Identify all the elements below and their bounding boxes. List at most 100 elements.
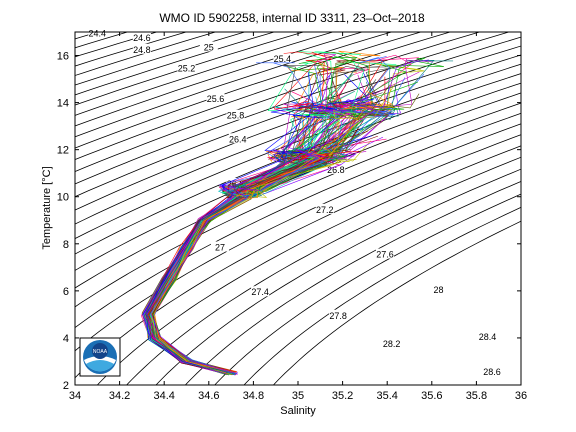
profile-line: [142, 104, 324, 375]
contour-label: 27.2: [316, 205, 334, 215]
profile-line: [145, 53, 352, 373]
contour-label: 26.4: [229, 134, 247, 144]
contour-label-bg: [132, 32, 151, 43]
density-contour-line: [75, 36, 521, 198]
x-tick-label: 34.8: [243, 390, 264, 402]
contour-label: 27: [215, 243, 225, 253]
density-contour-line: [75, 63, 521, 240]
x-tick-label: 36: [515, 390, 527, 402]
x-tick-label: 34.2: [109, 390, 130, 402]
density-contour-line: [75, 32, 275, 96]
contour-label-bg: [210, 241, 229, 252]
density-contour-line: [75, 73, 521, 255]
density-contour-line: [75, 112, 521, 329]
y-axis-ticks: 2 4 6 8 10 12 14 16: [57, 51, 521, 392]
contour-label-bg: [199, 41, 218, 52]
x-tick-label: 35: [292, 390, 304, 402]
profile-line: [148, 79, 377, 374]
profile-line: [145, 65, 322, 373]
contour-label: 24.6: [133, 33, 151, 43]
contour-label: 28: [433, 285, 443, 295]
contour-label: 24.8: [133, 45, 151, 55]
density-contour-line: [155, 168, 521, 385]
x-tick-label: 35.4: [376, 390, 397, 402]
contour-label-bg: [326, 163, 345, 174]
density-contour-line: [185, 181, 521, 385]
contour-label: 28.6: [483, 367, 501, 377]
contour-label-bg: [483, 366, 502, 377]
contour-label-bg: [478, 330, 497, 341]
x-tick-label: 35.2: [332, 390, 353, 402]
x-tick-label: 34: [69, 390, 81, 402]
contour-label: 28.4: [479, 332, 497, 342]
x-axis-ticks: 34 34.2 34.4 34.6 34.8 35 35.2 35.4 35.6 35.8 36: [69, 32, 527, 402]
contour-label-bg: [251, 286, 270, 297]
contour-label-bg: [329, 309, 348, 320]
y-tick-label: 6: [63, 286, 69, 298]
contour-label-bg: [273, 53, 292, 64]
y-tick-label: 10: [57, 192, 69, 204]
density-contour-line: [126, 156, 521, 385]
contour-label-bg: [132, 43, 151, 54]
density-contour-line: [97, 145, 521, 385]
x-tick-label: 34.4: [153, 390, 174, 402]
profile-line: [146, 72, 337, 373]
profile-line: [142, 109, 351, 373]
density-contour-line: [75, 32, 304, 106]
y-axis-label: Temperature [°C]: [41, 166, 53, 249]
density-contour-line: [75, 32, 421, 149]
x-tick-label: 35.6: [421, 390, 442, 402]
density-contour-line: [273, 220, 521, 385]
density-contour-line: [243, 206, 521, 385]
x-axis-label: Salinity: [280, 405, 316, 417]
contour-label: 27.6: [376, 250, 394, 260]
contour-label: 26.6: [227, 179, 245, 189]
density-contour-line: [75, 32, 245, 86]
y-tick-label: 8: [63, 239, 69, 251]
profile-line: [145, 57, 358, 375]
contour-label-bg: [177, 62, 196, 73]
density-contour-line: [0, 32, 69, 385]
profile-line: [149, 67, 378, 372]
contour-label: 28.2: [383, 339, 401, 349]
y-tick-label: 2: [63, 380, 69, 392]
x-tick-label: 35.8: [466, 390, 487, 402]
contour-label: 25.8: [227, 111, 245, 121]
contour-label: 25.4: [274, 54, 292, 64]
y-tick-label: 16: [57, 51, 69, 63]
y-tick-label: 14: [57, 98, 69, 110]
density-contour-line: [75, 32, 451, 161]
density-contour-line: [75, 32, 509, 185]
contour-label: 26.8: [327, 165, 345, 175]
density-contour-line: [75, 54, 521, 225]
noaa-logo: NOAA: [79, 337, 121, 377]
profile-line: [151, 159, 357, 373]
contour-label: 27.8: [329, 311, 347, 321]
contour-label-bg: [226, 177, 245, 188]
contour-label-bg: [226, 109, 245, 120]
profile-line: [146, 67, 344, 373]
density-contour-line: [75, 32, 480, 172]
contour-label-bg: [206, 93, 225, 104]
density-contour-line: [75, 123, 521, 352]
profile-line: [149, 74, 382, 375]
density-contour-line: [75, 32, 363, 127]
y-tick-label: 12: [57, 145, 69, 157]
density-contour-line: [75, 134, 521, 379]
density-contour-line: [75, 82, 521, 271]
profile-lines: [140, 50, 454, 376]
profile-line: [153, 91, 394, 373]
contour-label: 25.2: [178, 64, 196, 74]
contour-label-bg: [315, 203, 334, 214]
contour-label-bg: [382, 337, 401, 348]
contour-label: 27.4: [251, 287, 269, 297]
noaa-logo-text: NOAA: [93, 349, 108, 355]
density-contour-line: [214, 193, 521, 385]
profile-line: [143, 116, 312, 373]
density-contour-line: [75, 32, 333, 116]
chart-title: WMO ID 5902258, internal ID 3311, 23–Oct…: [159, 11, 425, 25]
contour-label: 24.4: [89, 28, 107, 38]
contour-label: 25.6: [207, 94, 225, 104]
profile-line: [144, 108, 348, 373]
density-contours: [0, 32, 521, 385]
